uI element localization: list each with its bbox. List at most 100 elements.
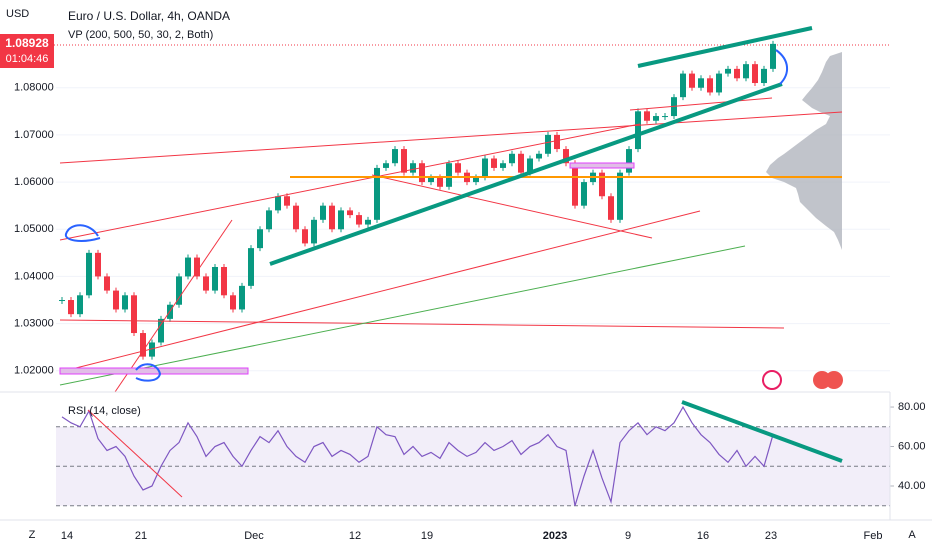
- candle: [743, 64, 749, 79]
- candle: [266, 210, 272, 230]
- candle: [68, 300, 74, 315]
- time-label: 14: [61, 530, 73, 542]
- candle: [284, 196, 290, 206]
- candle: [347, 210, 353, 216]
- candle: [734, 68, 740, 79]
- candle: [617, 172, 623, 220]
- candle: [131, 295, 137, 334]
- candle: [86, 252, 92, 296]
- rsi-label: RSI (14, close): [68, 405, 141, 417]
- time-label: Feb: [864, 530, 883, 542]
- candle: [698, 78, 704, 88]
- candle: [59, 300, 65, 302]
- candle: [275, 196, 281, 211]
- rsi-tick-label: 40.00: [898, 480, 926, 492]
- candle: [770, 43, 776, 69]
- candle: [509, 153, 515, 164]
- time-label: 9: [625, 530, 631, 542]
- price-tick-label: 1.06000: [14, 176, 54, 188]
- candle: [212, 266, 218, 291]
- price-tick-label: 1.02000: [14, 365, 54, 377]
- candle: [230, 295, 236, 310]
- candle: [176, 276, 182, 305]
- candle: [752, 64, 758, 84]
- candle: [545, 134, 551, 154]
- candle: [383, 163, 389, 168]
- time-label: 21: [135, 530, 147, 542]
- time-label: 16: [697, 530, 709, 542]
- candle: [320, 205, 326, 220]
- candle: [599, 172, 605, 197]
- candle: [716, 73, 722, 93]
- currency-label: USD: [6, 8, 29, 20]
- candle: [302, 229, 308, 244]
- candle: [419, 163, 425, 183]
- candle: [482, 158, 488, 178]
- time-label: 23: [765, 530, 777, 542]
- candle: [635, 111, 641, 150]
- candle: [293, 205, 299, 230]
- candle: [374, 167, 380, 220]
- last-price: 1.08928: [5, 36, 49, 50]
- candle: [356, 215, 362, 225]
- candle: [644, 111, 650, 121]
- candle: [122, 295, 128, 310]
- panes: 1.08000 1.07000 1.06000 1.05000 1.04000 1.030…: [14, 40, 926, 542]
- candle: [77, 295, 83, 315]
- candle: [248, 248, 254, 286]
- candle: [491, 158, 497, 168]
- candle: [653, 116, 659, 121]
- candle: [563, 149, 569, 164]
- candle: [500, 163, 506, 168]
- indicator-label: VP (200, 500, 50, 30, 2, Both): [68, 29, 213, 41]
- candle: [662, 116, 668, 118]
- candle: [536, 153, 542, 159]
- candle: [554, 134, 560, 150]
- candle: [239, 285, 245, 310]
- z-button[interactable]: Z: [29, 529, 36, 541]
- candle: [185, 257, 191, 277]
- time-label: Dec: [244, 530, 264, 542]
- time-label: 2023: [543, 530, 567, 542]
- candle: [725, 68, 731, 74]
- candle: [446, 163, 452, 187]
- price-tick-label: 1.03000: [14, 318, 54, 330]
- candle: [140, 333, 146, 357]
- candle: [158, 318, 164, 343]
- candle: [410, 163, 416, 173]
- price-tag: 1.08928 01:04:46: [0, 34, 54, 68]
- rsi-tick-label: 80.00: [898, 401, 926, 413]
- candle: [689, 73, 695, 88]
- rsi-line: [61, 405, 774, 506]
- symbol-title: Euro / U.S. Dollar, 4h, OANDA: [68, 9, 230, 23]
- price-tick-label: 1.05000: [14, 223, 54, 235]
- price-tick-label: 1.07000: [14, 129, 54, 141]
- candle: [365, 219, 371, 225]
- a-button[interactable]: A: [908, 529, 916, 541]
- candle: [428, 177, 434, 183]
- volume-profile: [766, 52, 842, 250]
- price-tag-box: [0, 34, 54, 68]
- candle: [329, 205, 335, 230]
- candle: [761, 68, 767, 84]
- candle: [104, 276, 110, 291]
- candle: [392, 149, 398, 164]
- time-label: 12: [349, 530, 361, 542]
- candle: [707, 78, 713, 93]
- drawings: [59, 26, 843, 498]
- candle: [257, 229, 263, 249]
- candle: [527, 158, 533, 173]
- price-tick-label: 1.04000: [14, 270, 54, 282]
- candle: [626, 149, 632, 173]
- candle: [473, 177, 479, 183]
- candle: [338, 210, 344, 230]
- rsi-tick-label: 60.00: [898, 440, 926, 452]
- candle: [311, 219, 317, 244]
- candle: [455, 163, 461, 173]
- candle: [608, 196, 614, 220]
- candle: [581, 182, 587, 206]
- price-tick-label: 1.08000: [14, 82, 54, 94]
- candle: [401, 149, 407, 173]
